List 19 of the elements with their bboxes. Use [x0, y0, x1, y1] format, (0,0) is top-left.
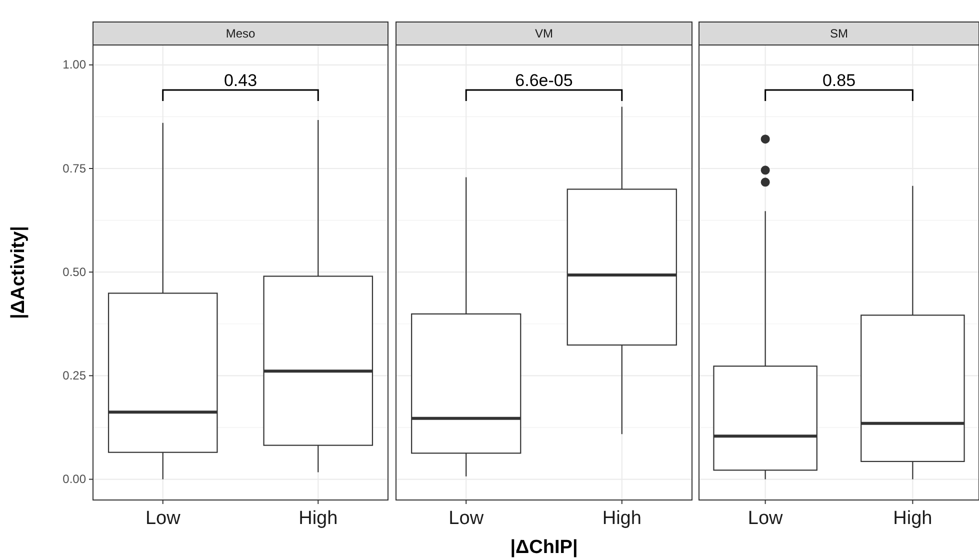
chart-title: Meso [226, 26, 256, 40]
x-tick-label: High [602, 508, 642, 530]
annotation: 6.6e-05 [515, 71, 573, 90]
x-tick-label: Low [448, 508, 484, 530]
y-tick-label: 1.00 [62, 58, 86, 72]
y-tick-label: 0.25 [62, 368, 86, 383]
annotation: 0.85 [822, 71, 856, 90]
x-tick-label: Low [748, 508, 784, 530]
y-tick-label: 0.50 [62, 264, 86, 279]
chart-title: SM [830, 26, 848, 40]
y-tick-label: 0.00 [62, 472, 86, 486]
annotation: 0.43 [224, 71, 258, 90]
x-tick-label: Low [145, 508, 181, 530]
x-tick-label: High [298, 508, 338, 530]
x-axis-title: |ΔChIP| [510, 537, 578, 558]
y-tick-label: 0.75 [62, 161, 86, 176]
chart-title: VM [535, 26, 554, 40]
y-axis-title: |ΔActivity| [8, 226, 29, 319]
x-tick-label: High [893, 508, 932, 530]
